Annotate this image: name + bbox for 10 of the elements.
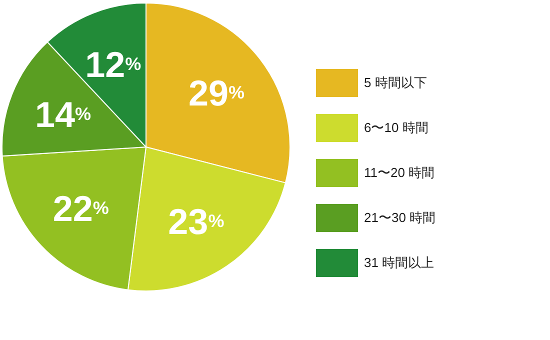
- legend-label: 5 時間以下: [364, 74, 427, 92]
- data-label: 23%: [168, 200, 224, 242]
- data-label: 22%: [52, 188, 109, 229]
- data-label: 29%: [188, 72, 245, 113]
- data-label: 12%: [85, 43, 142, 84]
- legend-label: 31 時間以上: [364, 254, 434, 272]
- legend-label: 6〜10 時間: [364, 118, 428, 136]
- legend-label: 11〜20 時間: [364, 164, 435, 182]
- legend-label: 21〜30 時間: [364, 208, 436, 226]
- data-label: 14%: [34, 94, 92, 135]
